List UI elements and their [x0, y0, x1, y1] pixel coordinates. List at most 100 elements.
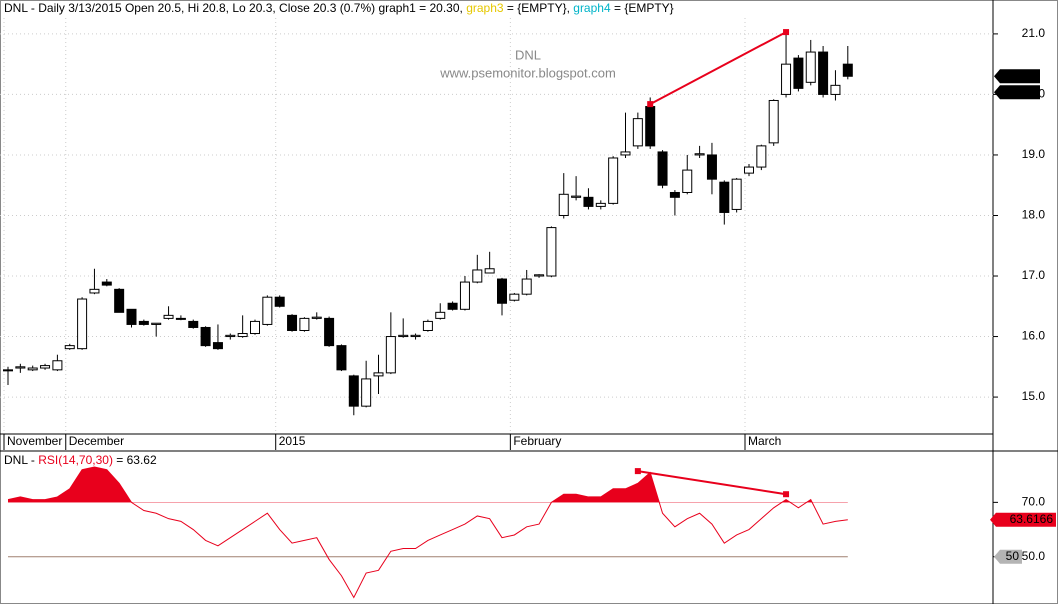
candle-body — [373, 372, 384, 377]
watermark: DNL — [515, 47, 541, 62]
header-part: DNL - Daily 3/13/2015 Open 20.5, Hi 20.8… — [4, 1, 466, 15]
candle-body — [299, 317, 310, 331]
header-part: = 63.62 — [113, 453, 157, 467]
header-part: graph3 — [466, 1, 504, 15]
candle-body — [694, 153, 705, 156]
candle-body — [608, 157, 619, 204]
candle-body — [52, 360, 63, 371]
y-tick-label: 70.0 — [1022, 495, 1046, 509]
candle-body — [731, 178, 742, 210]
value-marker-label: 63.6166 — [1010, 512, 1054, 526]
candle-body — [3, 369, 13, 372]
header-part: RSI(14,70,30) — [38, 453, 113, 467]
x-tick-label: November — [7, 434, 62, 448]
candle-body — [534, 274, 545, 277]
candle-body — [138, 320, 149, 325]
candle-body — [163, 314, 174, 319]
candle-body — [348, 375, 359, 407]
candle-body — [719, 181, 730, 213]
candle-body — [669, 191, 680, 198]
candle-body — [657, 151, 668, 186]
candle-body — [101, 281, 112, 286]
candle-body — [89, 288, 100, 294]
candle-body — [756, 145, 767, 168]
candle-body — [311, 316, 322, 319]
x-tick-label: December — [69, 434, 124, 448]
candle-body — [583, 196, 594, 207]
candle-body — [509, 293, 520, 301]
candle-body — [212, 342, 223, 350]
candle-body — [632, 118, 643, 147]
trendline-end — [783, 491, 790, 498]
candle-body — [385, 336, 396, 374]
candle-body — [768, 99, 779, 144]
header-part: DNL - — [4, 453, 38, 467]
candle-body — [287, 314, 298, 331]
y-tick-label: 18.0 — [1022, 208, 1046, 222]
x-tick-label: March — [748, 434, 781, 448]
candle-body — [324, 317, 335, 347]
value-marker-label: 20.3 — [1014, 68, 1038, 82]
value-marker-label: 20.3 — [1014, 84, 1038, 98]
candle-body — [237, 333, 248, 338]
candle-body — [459, 281, 470, 310]
y-tick-label: 21.0 — [1022, 26, 1046, 40]
trendline — [649, 31, 787, 105]
candle-body — [558, 193, 569, 216]
candle-body — [645, 106, 656, 147]
candle-body — [361, 378, 372, 407]
header-part: = {EMPTY} — [611, 1, 674, 15]
candle-body — [27, 367, 38, 371]
candle-body — [521, 278, 532, 295]
trendline-end — [634, 468, 641, 475]
y-tick-label: 19.0 — [1022, 147, 1046, 161]
candle-body — [447, 302, 458, 310]
watermark: www.psemonitor.blogspot.com — [439, 65, 616, 80]
candle-body — [793, 57, 804, 89]
rsi-line — [7, 466, 848, 599]
candle-body — [484, 268, 495, 274]
value-marker — [994, 69, 1040, 84]
candle-body — [200, 326, 211, 347]
candle-body — [682, 169, 693, 193]
value-marker — [994, 85, 1040, 100]
overbought-fill — [8, 467, 848, 503]
candle-body — [114, 288, 125, 313]
x-tick-label: 2015 — [279, 434, 306, 448]
y-tick-label: 16.0 — [1022, 329, 1046, 343]
candle-body — [225, 334, 236, 338]
candle-body — [250, 320, 260, 335]
candle-body — [151, 322, 162, 325]
trendline-end — [647, 101, 654, 108]
candle-body — [262, 296, 273, 325]
candle-body — [744, 166, 754, 174]
candle-body — [497, 278, 507, 304]
candle-body — [830, 84, 841, 95]
candle-body — [64, 345, 75, 350]
candle-body — [422, 320, 433, 331]
chart-header: DNL - Daily 3/13/2015 Open 20.5, Hi 20.8… — [4, 1, 674, 15]
candle-body — [175, 317, 186, 320]
candle-body — [571, 195, 582, 198]
candle-body — [126, 308, 137, 325]
y-tick-label: 50.0 — [1022, 549, 1046, 563]
header-part: = {EMPTY}, — [504, 1, 574, 15]
candle-body — [706, 154, 717, 180]
candle-body — [188, 320, 199, 328]
y-tick-label: 15.0 — [1022, 389, 1046, 403]
candle-body — [472, 269, 483, 283]
candle-body — [15, 366, 26, 369]
candle-body — [274, 296, 285, 307]
candle-body — [398, 334, 409, 338]
candle-body — [435, 311, 446, 319]
candle-body — [77, 298, 88, 350]
candle-body — [40, 365, 51, 369]
candle-body — [805, 51, 816, 83]
indicator-title: DNL - RSI(14,70,30) = 63.62 — [4, 453, 157, 467]
candle-body — [842, 63, 853, 77]
candle-body — [620, 151, 631, 156]
candle-body — [546, 227, 557, 277]
candle-body — [336, 345, 347, 371]
